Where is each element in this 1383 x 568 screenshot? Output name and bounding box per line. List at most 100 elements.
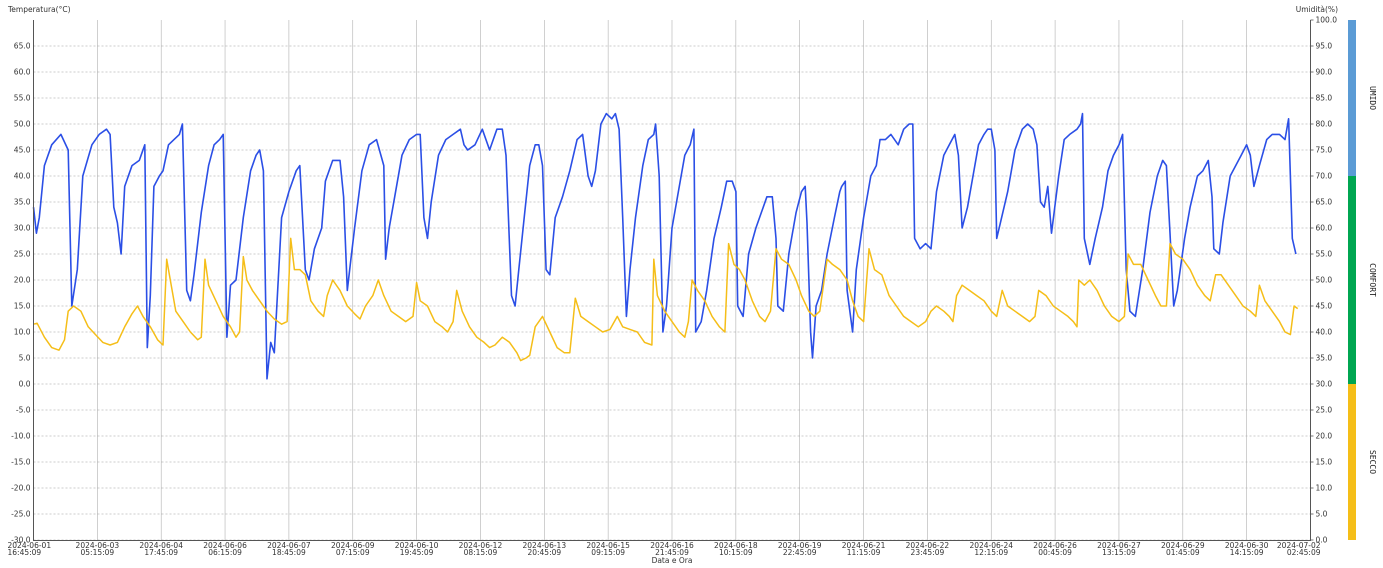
x-axis-title: Data e Ora	[652, 556, 693, 565]
y-left-tick-label: -15.0	[11, 458, 31, 467]
right-axis-title: Umidità(%)	[1296, 5, 1338, 14]
y-right-tick-label: 15.0	[1316, 458, 1333, 467]
x-tick-date: 2024-06-10	[395, 541, 439, 550]
left-y-axis: -30.0 -25.0 -20.0 -15.0 -10.0 -5.0 0.0 5.0 10.0 1…	[11, 42, 31, 545]
y-left-tick-label: 50.0	[14, 120, 31, 129]
x-tick-date: 2024-06-19	[778, 541, 822, 550]
y-left-tick-label: -25.0	[11, 510, 31, 519]
x-tick-time: 20:45:09	[527, 548, 561, 557]
x-tick-time: 22:45:09	[783, 548, 817, 557]
y-right-tick-label: 0.0	[1316, 536, 1328, 545]
y-left-tick-label: 55.0	[14, 94, 31, 103]
x-tick-time: 13:15:09	[1102, 548, 1136, 557]
humidity-zone-bar: UMIDO COMFORT SECCO	[1348, 20, 1377, 540]
x-tick-time: 17:45:09	[144, 548, 178, 557]
y-left-tick-label: 40.0	[14, 172, 31, 181]
zone-umido-label: UMIDO	[1368, 86, 1377, 110]
humidity-series-line	[32, 112, 1297, 380]
y-right-tick-label: 95.0	[1316, 42, 1333, 51]
x-tick-date: 2024-07-02	[1277, 541, 1321, 550]
y-left-tick-label: -5.0	[16, 406, 31, 415]
series-lines	[32, 112, 1299, 380]
zone-secco-band	[1348, 384, 1356, 540]
y-right-tick-label: 100.0	[1316, 16, 1338, 25]
y-left-tick-label: 10.0	[14, 328, 31, 337]
x-tick-time: 01:45:09	[1166, 548, 1200, 557]
x-tick-time: 23:45:09	[911, 548, 945, 557]
zone-secco-label: SECCO	[1368, 450, 1377, 474]
y-left-tick-label: -10.0	[11, 432, 31, 441]
x-tick-date: 2024-06-03	[76, 541, 120, 550]
y-right-tick-label: 55.0	[1316, 250, 1333, 259]
y-left-tick-label: 15.0	[14, 302, 31, 311]
left-axis-title: Temperatura(°C)	[7, 5, 71, 14]
y-right-tick-label: 75.0	[1316, 146, 1333, 155]
x-tick-date: 2024-06-16	[650, 541, 694, 550]
y-right-tick-label: 60.0	[1316, 224, 1333, 233]
x-tick-date: 2024-06-15	[586, 541, 630, 550]
x-tick-time: 14:15:09	[1230, 548, 1264, 557]
x-tick-time: 11:15:09	[847, 548, 881, 557]
y-right-tick-label: 25.0	[1316, 406, 1333, 415]
zone-comfort-label: COMFORT	[1368, 263, 1377, 297]
y-right-tick-label: 65.0	[1316, 198, 1333, 207]
x-tick-time: 12:15:09	[974, 548, 1008, 557]
x-tick-time: 02:45:09	[1287, 548, 1321, 557]
y-right-tick-label: 50.0	[1316, 276, 1333, 285]
y-left-tick-label: 35.0	[14, 198, 31, 207]
x-tick-date: 2024-06-04	[139, 541, 183, 550]
grid	[33, 20, 1311, 541]
x-tick-date: 2024-06-30	[1225, 541, 1269, 550]
y-left-tick-label: -30.0	[11, 536, 31, 545]
y-right-tick-label: 35.0	[1316, 354, 1333, 363]
y-right-tick-label: 70.0	[1316, 172, 1333, 181]
x-tick-time: 06:15:09	[208, 548, 242, 557]
x-tick-time: 19:45:09	[400, 548, 434, 557]
x-tick-time: 00:45:09	[1038, 548, 1072, 557]
y-right-tick-label: 90.0	[1316, 68, 1333, 77]
x-tick-time: 09:15:09	[591, 548, 625, 557]
y-right-tick-label: 85.0	[1316, 94, 1333, 103]
y-right-tick-label: 30.0	[1316, 380, 1333, 389]
x-tick-date: 2024-06-29	[1161, 541, 1205, 550]
x-tick-date: 2024-06-01	[8, 541, 52, 550]
x-tick-date: 2024-06-06	[203, 541, 247, 550]
y-left-tick-label: 45.0	[14, 146, 31, 155]
x-tick-date: 2024-06-12	[459, 541, 503, 550]
y-left-tick-label: 20.0	[14, 276, 31, 285]
x-tick-date: 2024-06-27	[1097, 541, 1141, 550]
zone-comfort-band	[1348, 176, 1356, 384]
zone-umido-band	[1348, 20, 1356, 176]
x-tick-date: 2024-06-21	[842, 541, 886, 550]
x-tick-time: 16:45:09	[8, 548, 42, 557]
y-right-tick-label: 45.0	[1316, 302, 1333, 311]
y-left-tick-label: 25.0	[14, 250, 31, 259]
y-right-tick-label: 80.0	[1316, 120, 1333, 129]
y-right-tick-label: 40.0	[1316, 328, 1333, 337]
x-tick-date: 2024-06-18	[714, 541, 758, 550]
x-tick-date: 2024-06-22	[906, 541, 950, 550]
y-right-tick-label: 5.0	[1316, 510, 1328, 519]
x-tick-time: 05:15:09	[81, 548, 115, 557]
x-tick-date: 2024-06-07	[267, 541, 311, 550]
x-tick-time: 08:15:09	[464, 548, 498, 557]
y-left-tick-label: 30.0	[14, 224, 31, 233]
x-tick-date: 2024-06-26	[1033, 541, 1077, 550]
y-left-tick-label: -20.0	[11, 484, 31, 493]
temperature-series-line	[33, 237, 1299, 362]
y-right-tick-label: 10.0	[1316, 484, 1333, 493]
y-left-tick-label: 5.0	[19, 354, 31, 363]
x-tick-date: 2024-06-09	[331, 541, 375, 550]
y-left-tick-label: 65.0	[14, 42, 31, 51]
x-tick-time: 21:45:09	[655, 548, 689, 557]
x-tick-time: 18:45:09	[272, 548, 306, 557]
x-tick-time: 10:15:09	[719, 548, 753, 557]
right-y-axis: 0.0 5.0 10.0 15.0 20.0 25.0 30.0 35.0 40.0 45.0 50…	[1310, 16, 1338, 545]
x-tick-date: 2024-06-13	[523, 541, 567, 550]
y-left-tick-label: 60.0	[14, 68, 31, 77]
x-tick-time: 07:15:09	[336, 548, 370, 557]
y-left-tick-label: 0.0	[19, 380, 31, 389]
x-tick-date: 2024-06-24	[969, 541, 1013, 550]
